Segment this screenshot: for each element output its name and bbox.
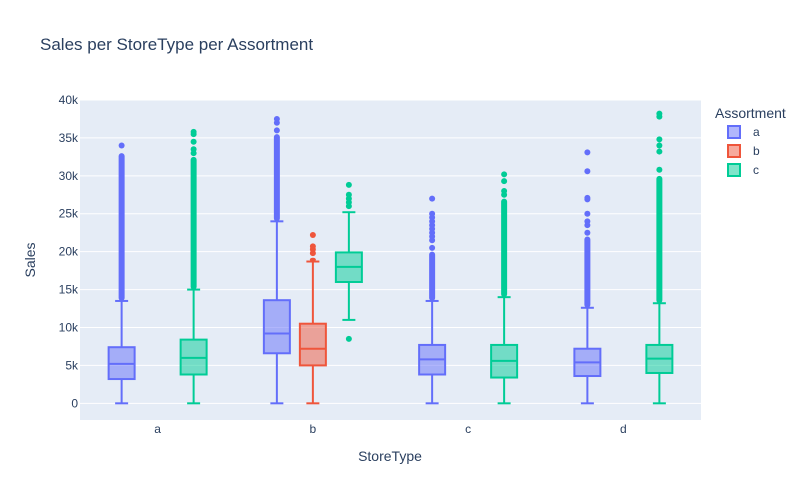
outlier-point xyxy=(656,110,663,117)
outlier-point xyxy=(309,231,316,238)
box-c-a xyxy=(179,128,208,405)
legend-label-a: a xyxy=(753,125,760,139)
outlier-cluster xyxy=(429,251,436,301)
outlier-point xyxy=(345,181,352,188)
outlier-point xyxy=(656,148,663,155)
box-b-b xyxy=(298,231,327,405)
outlier-cluster xyxy=(190,156,197,290)
y-tick-label: 5k xyxy=(65,358,79,372)
y-tick-label: 10k xyxy=(59,320,79,334)
legend-swatch-a xyxy=(727,125,741,139)
outlier-point xyxy=(584,194,591,201)
outlier-point xyxy=(190,128,197,135)
outlier-point xyxy=(584,210,591,217)
outlier-point xyxy=(584,168,591,175)
outlier-cluster xyxy=(118,153,125,301)
box-c-b xyxy=(334,181,363,342)
outlier-point xyxy=(190,146,197,153)
y-tick-label: 40k xyxy=(59,93,79,107)
y-tick-label: 20k xyxy=(59,245,79,259)
outlier-point xyxy=(501,171,508,178)
outlier-point xyxy=(429,210,436,217)
box-traces xyxy=(107,110,674,405)
x-tick-label: a xyxy=(154,422,161,436)
box-body xyxy=(298,322,327,367)
outlier-point xyxy=(656,166,663,173)
outlier-point xyxy=(273,127,280,134)
outlier-point xyxy=(501,187,508,194)
y-tick-label: 25k xyxy=(59,207,79,221)
legend-title: Assortment xyxy=(715,105,786,121)
y-tick-label: 30k xyxy=(59,169,79,183)
outlier-point xyxy=(429,195,436,202)
y-tick-label: 35k xyxy=(59,131,79,145)
outlier-point xyxy=(656,136,663,143)
outlier-cluster xyxy=(501,198,508,298)
x-tick-label: b xyxy=(310,422,317,436)
outlier-point xyxy=(309,243,316,250)
outlier-point xyxy=(345,335,352,342)
outlier-point xyxy=(584,229,591,236)
outlier-cluster xyxy=(656,175,663,304)
box-a-b xyxy=(262,115,291,405)
legend: Assortment abc xyxy=(715,105,786,177)
x-axis-ticks: a b c d xyxy=(154,422,626,436)
legend-swatch-b xyxy=(727,144,741,158)
outlier-point xyxy=(584,218,591,225)
outlier-point xyxy=(656,142,663,149)
box-a-c xyxy=(418,195,447,405)
outlier-point xyxy=(118,142,125,149)
outlier-point xyxy=(429,244,436,251)
outlier-point xyxy=(584,149,591,156)
outlier-point xyxy=(345,191,352,198)
box-body xyxy=(262,299,291,355)
box-c-c xyxy=(490,171,519,405)
box-a-d xyxy=(573,149,602,405)
chart-title: Sales per StoreType per Assortment xyxy=(40,35,313,54)
outlier-point xyxy=(501,178,508,185)
outlier-point xyxy=(190,138,197,145)
x-tick-label: c xyxy=(465,422,471,436)
y-tick-label: 0 xyxy=(71,396,78,410)
legend-swatch-c xyxy=(727,163,741,177)
box-c-d xyxy=(645,110,674,405)
outlier-cluster xyxy=(273,134,280,222)
x-tick-label: d xyxy=(620,422,627,436)
y-axis-ticks: 0 5k 10k 15k 20k 25k 30k 35k 40k xyxy=(59,93,79,410)
legend-label-c: c xyxy=(753,163,759,177)
box-a-a xyxy=(107,142,136,405)
outlier-cluster xyxy=(584,236,591,308)
y-axis-title: Sales xyxy=(22,242,38,277)
legend-label-b: b xyxy=(753,144,760,158)
outlier-point xyxy=(273,115,280,122)
plot-area xyxy=(80,100,701,420)
y-tick-label: 15k xyxy=(59,283,79,297)
x-axis-title: StoreType xyxy=(358,448,422,464)
